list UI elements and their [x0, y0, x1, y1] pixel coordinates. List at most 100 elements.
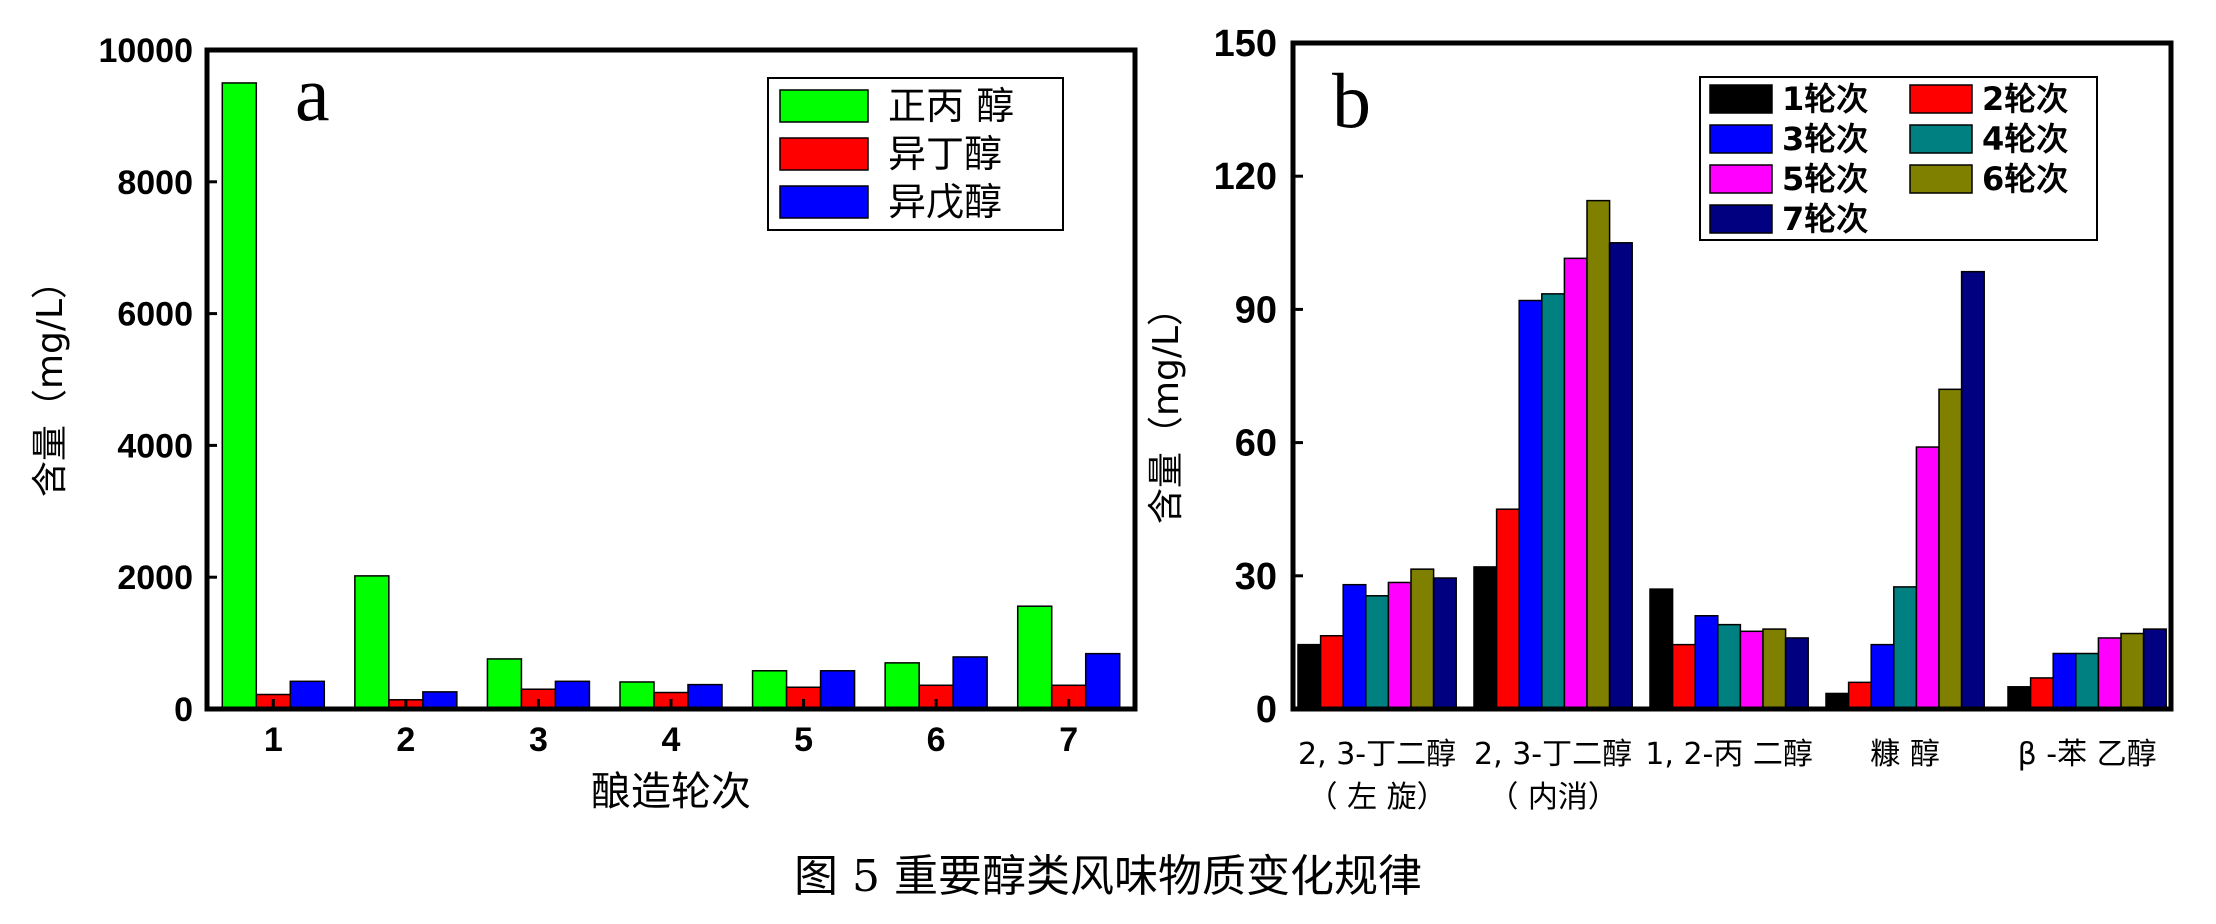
- panel-b-legend: 1轮次 2轮次 3轮次 4轮次 5轮次 6轮次 7轮次: [1699, 76, 2098, 241]
- a-legend-swatch-1: [779, 89, 869, 123]
- b-legend-label-6: 6轮次: [1982, 160, 2068, 198]
- b-xtick-sublabel-2: （ 内消）: [1488, 780, 1618, 815]
- bar-a-s3-cat-7: [1084, 652, 1121, 710]
- bar-a-s1-cat-2: [354, 575, 390, 710]
- panel-b-y-ticks: 0 30 60 90 120 150: [1214, 23, 1303, 731]
- panel-b-letter: b: [1332, 57, 1371, 144]
- a-legend-label-3: 异戊醇: [888, 180, 1002, 224]
- bar-b-s2-cat-1: [1319, 634, 1344, 710]
- panel-a-letter: a: [295, 50, 330, 137]
- bar-b-s4-cat-2: [1541, 293, 1566, 710]
- a-xtick-label: 7: [1059, 721, 1078, 759]
- a-legend-swatch-3: [779, 185, 869, 219]
- panel-a-x-ticks: 1 2 3 4 5 6 7: [264, 699, 1078, 759]
- b-xtick-label-1: 2, 3-丁二醇: [1298, 737, 1456, 772]
- bar-b-s5-cat-3: [1739, 630, 1764, 710]
- bar-b-s4-cat-4: [1893, 586, 1918, 710]
- panel-a: 0 2000 4000 6000 8000 10000 1 2 3 4 5 6 7 a 酿造轮次 含量…: [30, 32, 1138, 815]
- bar-a-s3-cat-2: [422, 691, 458, 710]
- bar-b-s6-cat-2: [1586, 199, 1611, 710]
- bar-b-s3-cat-2: [1518, 299, 1543, 710]
- bar-b-s2-cat-3: [1671, 643, 1696, 710]
- b-legend-swatch-4: [1909, 124, 1973, 154]
- b-legend-swatch-7: [1709, 204, 1773, 234]
- a-legend-swatch-2: [779, 137, 869, 171]
- b-legend-swatch-6: [1909, 164, 1973, 194]
- bar-b-s7-cat-2: [1608, 242, 1633, 710]
- bar-a-s1-cat-1: [221, 82, 258, 710]
- b-legend-swatch-1: [1709, 84, 1773, 114]
- bar-b-s5-cat-5: [2097, 637, 2122, 710]
- figure-caption: 图 5 重要醇类风味物质变化规律: [794, 851, 1422, 902]
- bar-b-s3-cat-1: [1342, 583, 1367, 710]
- panel-b-y-axis-label: 含量（mg/L）: [1146, 290, 1187, 524]
- a-ytick-label: 8000: [117, 164, 193, 202]
- bar-a-s3-cat-5: [819, 670, 856, 710]
- bar-b-s4-cat-1: [1365, 595, 1390, 710]
- a-xtick-label: 2: [396, 721, 415, 759]
- bar-b-s6-cat-5: [2120, 632, 2145, 710]
- b-legend-label-3: 3轮次: [1782, 120, 1868, 158]
- a-ytick-label: 0: [174, 691, 193, 729]
- b-ytick-label: 30: [1235, 556, 1277, 598]
- b-xtick-label-2: 2, 3-丁二醇: [1474, 737, 1632, 772]
- bar-a-s3-cat-4: [687, 683, 723, 710]
- b-ytick-label: 90: [1235, 289, 1277, 331]
- bar-b-s7-cat-3: [1784, 637, 1809, 710]
- bar-a-s1-cat-5: [751, 670, 788, 710]
- b-xtick-sublabel-1: （ 左 旋）: [1308, 780, 1447, 815]
- b-legend-swatch-3: [1709, 124, 1773, 154]
- a-legend-label-1: 正丙 醇: [888, 84, 1014, 128]
- bar-b-s6-cat-4: [1938, 388, 1963, 710]
- bar-b-s1-cat-3: [1649, 588, 1674, 710]
- a-xtick-label: 4: [662, 721, 681, 759]
- bar-b-s3-cat-4: [1870, 643, 1895, 710]
- panel-b: 0 30 60 90 120 150 2, 3-丁二醇 （ 左 旋） 2, 3-丁二醇 （ 内消…: [1146, 23, 2174, 815]
- panel-a-bars: [221, 82, 1121, 710]
- b-ytick-label: 0: [1256, 689, 1277, 731]
- b-xtick-label-3: 1, 2-丙 二醇: [1645, 737, 1813, 772]
- a-xtick-label: 1: [264, 721, 283, 759]
- bar-a-s3-cat-1: [289, 680, 326, 710]
- bar-b-s5-cat-4: [1915, 446, 1940, 710]
- bar-a-s3-cat-6: [952, 656, 988, 710]
- b-legend-label-7: 7轮次: [1782, 200, 1868, 238]
- b-xtick-label-5: β -苯 乙醇: [2018, 737, 2157, 772]
- a-ytick-label: 10000: [98, 32, 193, 70]
- bar-a-s1-cat-3: [486, 658, 523, 710]
- b-legend-label-2: 2轮次: [1982, 80, 2068, 118]
- b-ytick-label: 120: [1214, 156, 1277, 198]
- bar-b-s6-cat-3: [1762, 628, 1787, 710]
- bar-b-s7-cat-1: [1432, 577, 1457, 710]
- b-legend-swatch-5: [1709, 164, 1773, 194]
- bar-a-s1-cat-7: [1016, 605, 1053, 710]
- bar-b-s7-cat-5: [2142, 628, 2167, 710]
- b-ytick-label: 60: [1235, 423, 1277, 465]
- bar-b-s3-cat-3: [1694, 615, 1719, 710]
- panel-a-y-ticks: 0 2000 4000 6000 8000 10000: [98, 32, 217, 729]
- b-ytick-label: 150: [1214, 23, 1277, 65]
- a-ytick-label: 4000: [117, 427, 193, 465]
- bar-a-s1-cat-4: [619, 681, 655, 710]
- bar-b-s6-cat-1: [1410, 568, 1435, 710]
- bar-a-s3-cat-3: [554, 680, 591, 710]
- bar-b-s4-cat-5: [2075, 652, 2100, 710]
- a-ytick-label: 6000: [117, 296, 193, 334]
- bar-b-s3-cat-5: [2052, 652, 2077, 710]
- panel-b-axes-frame: [1290, 40, 2174, 712]
- panel-a-x-axis-label: 酿造轮次: [591, 769, 751, 815]
- b-xtick-label-4: 糠 醇: [1870, 737, 1940, 772]
- bar-b-s2-cat-4: [1847, 681, 1872, 710]
- bar-b-s1-cat-2: [1473, 566, 1498, 710]
- a-legend-label-2: 异丁醇: [888, 132, 1002, 176]
- b-legend-swatch-2: [1909, 84, 1973, 114]
- b-legend-label-5: 5轮次: [1782, 160, 1868, 198]
- bar-b-s7-cat-4: [1960, 270, 1985, 710]
- a-xtick-label: 3: [529, 721, 548, 759]
- a-ytick-label: 2000: [117, 559, 193, 597]
- bar-b-s2-cat-2: [1495, 508, 1520, 710]
- bar-b-s1-cat-1: [1297, 643, 1322, 710]
- b-legend-label-4: 4轮次: [1982, 120, 2068, 158]
